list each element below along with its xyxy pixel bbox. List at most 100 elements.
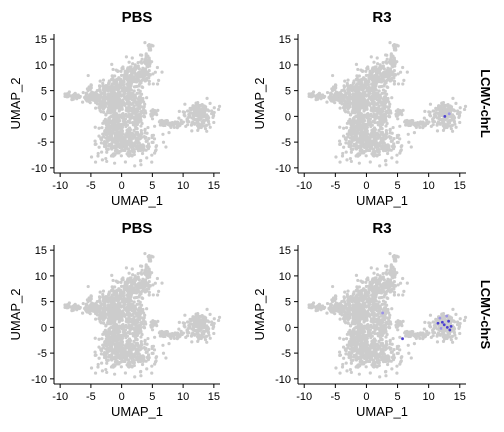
y-tick-label: 5 [41,86,47,98]
background-point [133,321,137,326]
background-point [364,73,368,77]
background-point [401,108,405,112]
background-point [359,68,363,72]
background-point [177,327,181,331]
background-point [135,319,139,323]
background-point [333,87,337,91]
background-point [89,294,93,299]
background-point [212,317,216,321]
background-point [374,94,378,98]
background-point [201,119,205,123]
background-point [102,343,106,347]
background-point [107,129,112,133]
background-point [131,345,135,349]
background-point [454,101,458,105]
background-point [97,337,101,341]
background-point [132,339,136,343]
background-point [112,137,117,141]
background-point [122,302,126,306]
background-point [111,105,115,109]
background-point [344,105,348,109]
background-point [132,147,136,152]
background-point [115,290,119,294]
background-point [143,290,147,294]
background-point [99,105,103,109]
background-point [136,65,140,69]
background-point [368,139,372,143]
background-point [71,304,75,308]
background-point [444,123,448,127]
background-point [141,354,145,358]
background-point [139,119,143,123]
background-point [432,112,436,117]
background-point [135,285,139,289]
background-point [379,116,383,120]
background-point [201,325,205,330]
background-point [376,62,380,66]
background-point [98,290,102,294]
background-point [119,94,123,98]
background-point [138,264,143,268]
background-point [86,284,90,289]
background-point [140,362,145,367]
background-point [133,296,138,300]
background-point [129,283,134,288]
background-point [139,340,143,344]
background-point [124,317,129,321]
background-point [124,297,129,301]
background-point [119,73,124,77]
background-point [405,70,409,74]
background-point [371,109,375,113]
background-point [137,101,141,105]
background-point [110,285,114,289]
background-point [111,67,115,72]
background-point [140,268,144,272]
background-point [140,151,145,156]
background-point [434,107,439,112]
background-point [139,346,144,350]
background-point [325,90,330,95]
background-point [113,85,117,89]
background-point [113,125,117,130]
background-point [113,114,118,119]
background-point [142,357,146,362]
background-point [149,254,154,258]
background-point [143,111,147,115]
background-point [116,345,120,349]
background-point [361,102,365,106]
background-point [203,110,207,114]
background-point [375,131,380,136]
background-point [106,111,110,115]
background-point [337,139,342,143]
x-tick-label: 10 [177,180,189,192]
background-point [388,40,392,45]
background-point [129,145,133,149]
background-point [88,308,93,312]
background-point [125,312,129,316]
background-point [107,103,111,107]
background-point [354,124,358,128]
background-point [98,85,102,89]
background-point [110,288,114,292]
background-point [384,119,388,123]
background-point [381,65,385,69]
background-point [123,122,127,127]
background-point [100,158,105,162]
background-point [154,359,158,363]
background-point [139,374,143,378]
background-point [138,354,143,359]
background-point [368,160,372,164]
background-point [73,91,77,95]
background-point [129,356,133,360]
background-point [192,316,196,321]
background-point [206,331,211,335]
background-point [180,332,184,337]
background-point [139,92,144,96]
background-point [388,128,392,132]
background-point [193,320,197,324]
background-point [98,79,102,83]
background-point [135,108,139,112]
background-point [193,118,198,122]
background-point [216,318,221,323]
